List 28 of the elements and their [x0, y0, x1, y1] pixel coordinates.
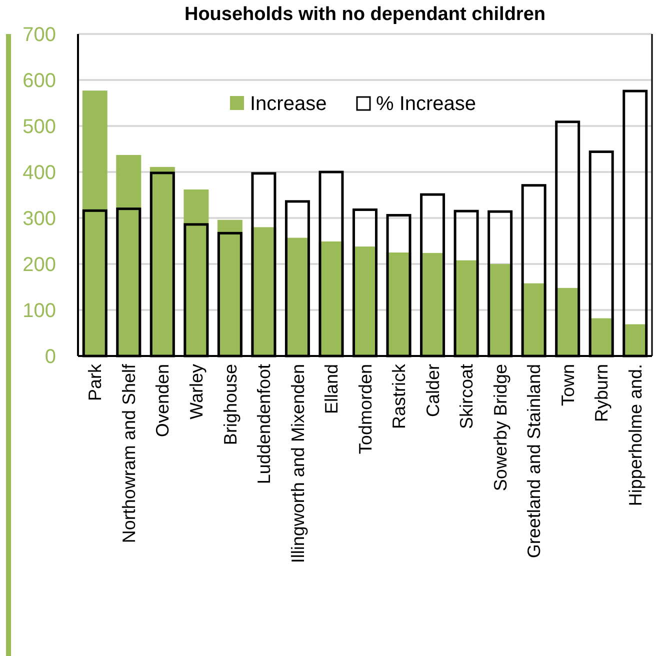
y-tick-label: 400 — [22, 162, 56, 184]
x-tick-label: Illingworth and Mixenden — [288, 364, 308, 564]
y-tick-label: 0 — [44, 346, 56, 368]
x-tick-label: Warley — [186, 364, 206, 420]
chart-title: Households with no dependant children — [184, 4, 546, 25]
x-tick-label: Greetland and Stainland — [524, 364, 544, 558]
x-tick-label: Town — [558, 364, 578, 406]
x-tick-label: Calder — [422, 364, 443, 418]
x-tick-label: Elland — [322, 364, 342, 414]
legend-label: Increase — [250, 93, 327, 115]
x-tick-label: Todmorden — [355, 364, 376, 454]
y-tick-label: 600 — [22, 70, 56, 92]
x-tick-label: Hipperholme and. — [625, 364, 646, 506]
x-tick-label: Park — [85, 363, 106, 402]
x-tick-label: Ovenden — [152, 364, 173, 438]
legend-label: % Increase — [376, 93, 476, 115]
x-tick-label: Luddendenfoot — [254, 364, 274, 484]
y-tick-label: 300 — [22, 208, 56, 230]
x-tick-label: Northowram and Shelf — [118, 363, 139, 544]
x-tick-label: Rastrick — [389, 363, 410, 430]
x-tick-label: Ryburn — [592, 364, 612, 422]
y-tick-label: 100 — [22, 300, 56, 322]
y-tick-label: 700 — [22, 24, 56, 46]
x-tick-label: Sowerby Bridge — [490, 364, 510, 492]
x-tick-label: Brighouse — [220, 364, 240, 446]
x-tick-label: Skircoat — [456, 364, 477, 430]
y-tick-label: 200 — [22, 254, 56, 276]
y-tick-label: 500 — [22, 116, 56, 138]
